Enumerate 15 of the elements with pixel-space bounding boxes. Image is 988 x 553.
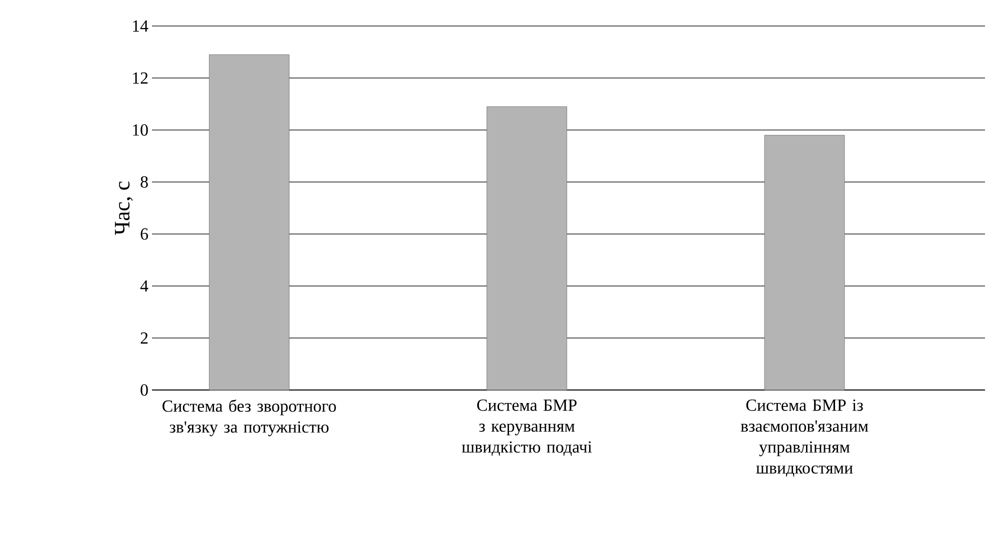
bar <box>208 54 290 390</box>
bar <box>486 106 568 390</box>
y-tick-label: 6 <box>140 228 148 240</box>
y-tick-label: 12 <box>133 72 148 84</box>
y-tick-label: 10 <box>133 124 148 136</box>
bar <box>764 134 845 390</box>
y-axis-title: Час, с <box>114 181 133 235</box>
x-tick-label: Система БМР з керуванням швидкістю подачі <box>462 400 592 456</box>
y-tick-label: 4 <box>140 280 148 292</box>
x-tick-label: Система без зворотного зв'язку за потужністю <box>162 400 336 436</box>
y-tick-label: 14 <box>133 20 148 32</box>
y-tick-label: 0 <box>140 384 148 396</box>
x-tick-label: Система БМР із взаємопов'язаним управлінням швидкостями <box>740 400 868 477</box>
y-tick-label: 2 <box>140 332 148 344</box>
y-tick-label: 8 <box>140 176 148 188</box>
